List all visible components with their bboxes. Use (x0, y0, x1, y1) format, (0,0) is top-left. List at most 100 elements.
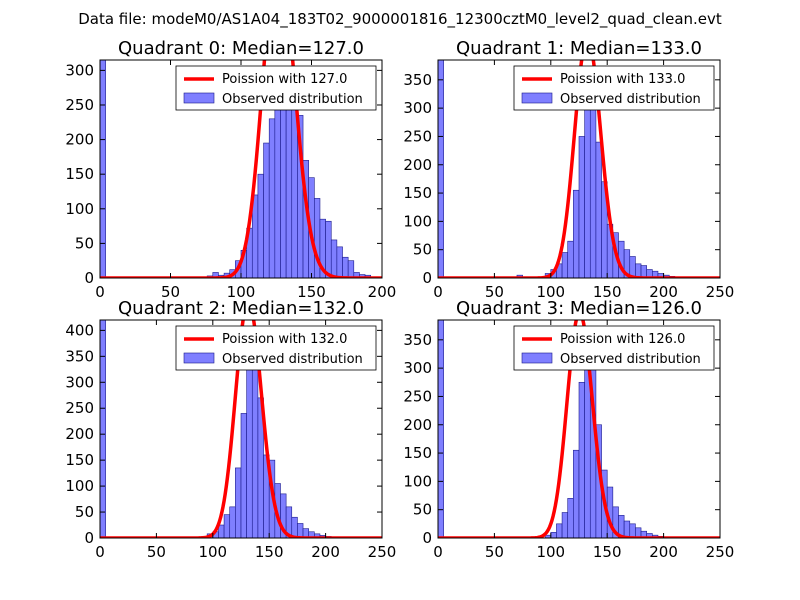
x-tick-label: 100 (536, 283, 565, 301)
x-tick-label: 150 (297, 283, 326, 301)
histogram-bar (100, 60, 106, 278)
histogram-bar (246, 350, 253, 538)
histogram-bar (291, 104, 298, 278)
panel-quadrant-1: 0 50 100 150 200 250 0 50 100 150 200 250 300 350 Quad… (403, 38, 735, 301)
histogram-bar (561, 252, 569, 278)
legend-poisson-label: Poission with 126.0 (560, 332, 685, 347)
histogram-bar (567, 240, 574, 278)
x-tick-label: 50 (485, 283, 504, 301)
y-tick-label: 0 (422, 529, 432, 547)
panel-quadrant-3: 0 50 100 150 200 250 0 50 100 150 200 250 300 350 Quad… (403, 298, 734, 561)
y-tick-label: 0 (84, 269, 94, 287)
histogram-bar (268, 118, 276, 278)
y-tick-label: 300 (65, 373, 94, 391)
x-tick-label: 0 (433, 283, 443, 301)
x-tick-label: 150 (593, 283, 622, 301)
y-tick-label: 200 (65, 425, 94, 443)
y-tick-label: 150 (403, 184, 432, 202)
x-tick-label: 100 (536, 543, 565, 561)
histogram-bar (297, 523, 304, 538)
chart-title: Quadrant 2: Median=132.0 (118, 298, 364, 319)
y-tick-label: 100 (403, 472, 432, 490)
histogram-bar (347, 260, 355, 278)
y-tick-label: 100 (65, 477, 94, 495)
legend: Poission with 133.0 Observed distribution (513, 65, 715, 111)
histogram-bar (623, 520, 631, 538)
histogram-bar (556, 523, 563, 538)
histogram-bar (438, 60, 444, 278)
x-tick-label: 200 (649, 543, 678, 561)
histogram-bar (223, 514, 231, 538)
y-tick-label: 100 (65, 200, 94, 218)
legend: Poission with 126.0 Observed distribution (513, 325, 715, 371)
chart-title: Quadrant 1: Median=133.0 (456, 38, 702, 59)
y-tick-label: 350 (403, 71, 432, 89)
legend-poisson-label: Poission with 133.0 (560, 72, 685, 87)
legend-observed-swatch (183, 92, 215, 104)
y-tick-label: 0 (84, 529, 94, 547)
y-tick-label: 150 (65, 451, 94, 469)
x-tick-label: 250 (706, 543, 735, 561)
y-tick-label: 200 (403, 416, 432, 434)
histogram-bar (285, 92, 293, 278)
y-tick-label: 350 (65, 347, 94, 365)
chart-title: Quadrant 3: Median=126.0 (456, 298, 702, 319)
histogram-bar (561, 512, 569, 538)
y-tick-label: 300 (403, 99, 432, 117)
histogram-bar (573, 189, 580, 278)
legend-observed-swatch (183, 352, 215, 364)
histogram-bar (578, 136, 585, 278)
y-tick-label: 50 (413, 501, 432, 519)
x-tick-label: 150 (593, 543, 622, 561)
legend-observed-swatch (521, 92, 553, 104)
histogram-bar (438, 320, 444, 538)
legend-observed-label: Observed distribution (560, 92, 701, 107)
y-tick-label: 200 (403, 156, 432, 174)
legend-observed-label: Observed distribution (222, 352, 363, 367)
y-tick-label: 50 (75, 503, 94, 521)
y-tick-label: 100 (403, 212, 432, 230)
histogram-bar (589, 82, 597, 278)
histogram-bar (336, 246, 343, 278)
histogram-bar (251, 343, 259, 538)
x-tick-label: 200 (368, 283, 397, 301)
histogram-bar (629, 523, 636, 538)
histogram-bar (640, 265, 647, 278)
y-tick-label: 150 (65, 165, 94, 183)
x-tick-label: 50 (485, 543, 504, 561)
legend-observed-label: Observed distribution (222, 92, 363, 107)
x-tick-label: 200 (649, 283, 678, 301)
histogram-bar (100, 320, 106, 538)
x-tick-label: 0 (95, 543, 105, 561)
histogram-bar (235, 467, 242, 538)
y-tick-label: 50 (75, 234, 94, 252)
plot-content (100, 60, 382, 278)
x-tick-label: 100 (227, 283, 256, 301)
chart-title: Quadrant 0: Median=127.0 (118, 38, 364, 59)
x-tick-label: 50 (161, 283, 180, 301)
y-tick-label: 200 (65, 131, 94, 149)
y-tick-label: 250 (65, 399, 94, 417)
axes-frame (99, 319, 383, 539)
y-tick-label: 300 (65, 61, 94, 79)
y-tick-label: 400 (65, 321, 94, 339)
x-tick-label: 0 (95, 283, 105, 301)
x-tick-label: 250 (368, 543, 397, 561)
histogram-bar (567, 498, 574, 538)
histogram-bar (330, 239, 338, 278)
histogram-bar (325, 220, 332, 278)
y-tick-label: 300 (403, 359, 432, 377)
legend-observed-swatch (521, 352, 553, 364)
x-tick-label: 250 (706, 283, 735, 301)
y-tick-label: 250 (65, 96, 94, 114)
histogram-bar (550, 532, 557, 538)
x-tick-label: 100 (198, 543, 227, 561)
histogram-bar (251, 194, 259, 278)
y-tick-label: 50 (413, 241, 432, 259)
x-tick-label: 150 (255, 543, 284, 561)
histogram-bar (229, 506, 236, 538)
panel-quadrant-2: 0 50 100 150 200 250 0 50 100 150 200 250 300 350 400 Q… (65, 298, 396, 561)
y-tick-label: 250 (403, 387, 432, 405)
histogram-bar (263, 142, 270, 278)
